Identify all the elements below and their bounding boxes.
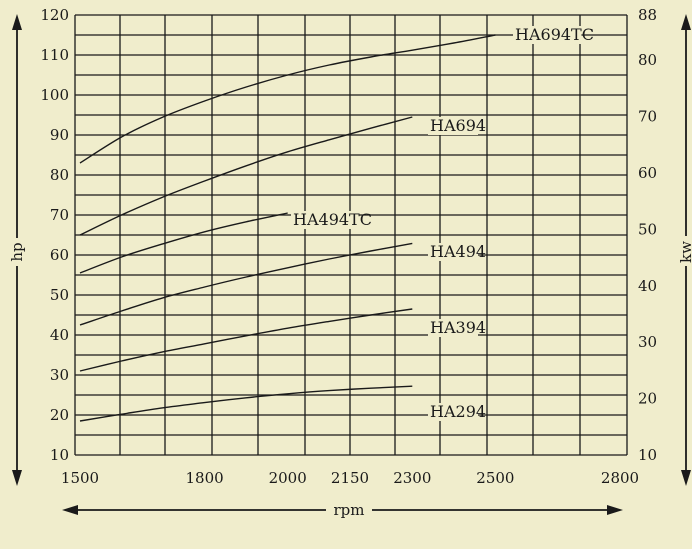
grid	[74, 14, 628, 456]
y-tick-label: 70	[50, 206, 69, 224]
y2-tick-label: 20	[638, 390, 657, 408]
y2-tick-label: 10	[638, 446, 657, 464]
y2-tick-label: 60	[638, 164, 657, 182]
y2-tick-label: 80	[638, 51, 657, 69]
rpm-axis-title: rpm	[334, 501, 365, 519]
kw-axis-title: kw	[677, 241, 692, 263]
curve-ha394	[79, 308, 413, 372]
y2-tick-label: 30	[638, 333, 657, 351]
curve-ha494tc	[79, 212, 288, 274]
y-tick-label: 50	[50, 286, 69, 304]
y-tick-label: 90	[50, 126, 69, 144]
x-tick-label: 2500	[476, 469, 514, 487]
x-tick-label: 2150	[331, 469, 369, 487]
curve-ha694	[79, 116, 413, 236]
y2-tick-label: 88	[638, 6, 657, 24]
hp-title-bg	[8, 238, 26, 266]
curve-labels: HA694TC HA694 HA494TC HA494 HA394 HA294	[291, 25, 594, 421]
hp-axis-title: hp	[8, 242, 26, 261]
y2-tick-label: 50	[638, 220, 657, 238]
hp-axis-arrow-down	[12, 470, 22, 486]
y2-tick-label: 70	[638, 108, 657, 126]
x-tick-label: 2000	[269, 469, 307, 487]
hp-axis-arrow-up	[12, 14, 22, 30]
curve-label-bg	[513, 26, 582, 44]
curve-label-bg	[428, 117, 478, 135]
curve-label-bg	[291, 211, 360, 229]
curve-label-ha694: HA694	[430, 116, 486, 135]
rpm-title-bg	[326, 500, 372, 520]
x-tick-label: 2800	[601, 469, 639, 487]
curve-ha694tc	[79, 34, 496, 164]
y-tick-label: 100	[40, 86, 69, 104]
kw-axis-arrow-up	[681, 14, 691, 30]
y-tick-label: 30	[50, 366, 69, 384]
kw-title-bg	[677, 236, 692, 266]
y2-tick-label: 40	[638, 277, 657, 295]
curve-label-bg	[428, 403, 478, 421]
curve-label-ha394: HA394	[430, 318, 486, 337]
y-tick-label: 40	[50, 326, 69, 344]
rpm-axis-arrow-left	[62, 505, 78, 515]
curve-label-bg	[428, 319, 478, 337]
curve-label-ha694tc: HA694TC	[515, 25, 594, 44]
x-tick-label: 1800	[186, 469, 224, 487]
kw-axis-arrow-down	[681, 470, 691, 486]
y-tick-label: 60	[50, 246, 69, 264]
curve-label-ha494: HA494	[430, 242, 486, 261]
x-tick-label: 2300	[393, 469, 431, 487]
curve-label-bg	[428, 243, 478, 261]
axes: hp kw rpm	[8, 14, 692, 520]
curves	[79, 34, 496, 422]
x-tick-label: 1500	[61, 469, 99, 487]
curve-label-ha294: HA294	[430, 402, 486, 421]
rpm-axis-arrow-right	[607, 505, 623, 515]
curve-ha494	[79, 242, 413, 326]
curve-label-ha494tc: HA494TC	[293, 210, 372, 229]
y-tick-label: 10	[50, 446, 69, 464]
y-tick-label: 80	[50, 166, 69, 184]
y-tick-label: 120	[40, 6, 69, 24]
tick-labels: 10 20 30 40 50 60 70 80 90 100 110 120 10 20 30 40 50 60 7…	[40, 6, 657, 487]
y-tick-label: 110	[40, 46, 69, 64]
curve-ha294	[79, 385, 413, 422]
y-tick-label: 20	[50, 406, 69, 424]
